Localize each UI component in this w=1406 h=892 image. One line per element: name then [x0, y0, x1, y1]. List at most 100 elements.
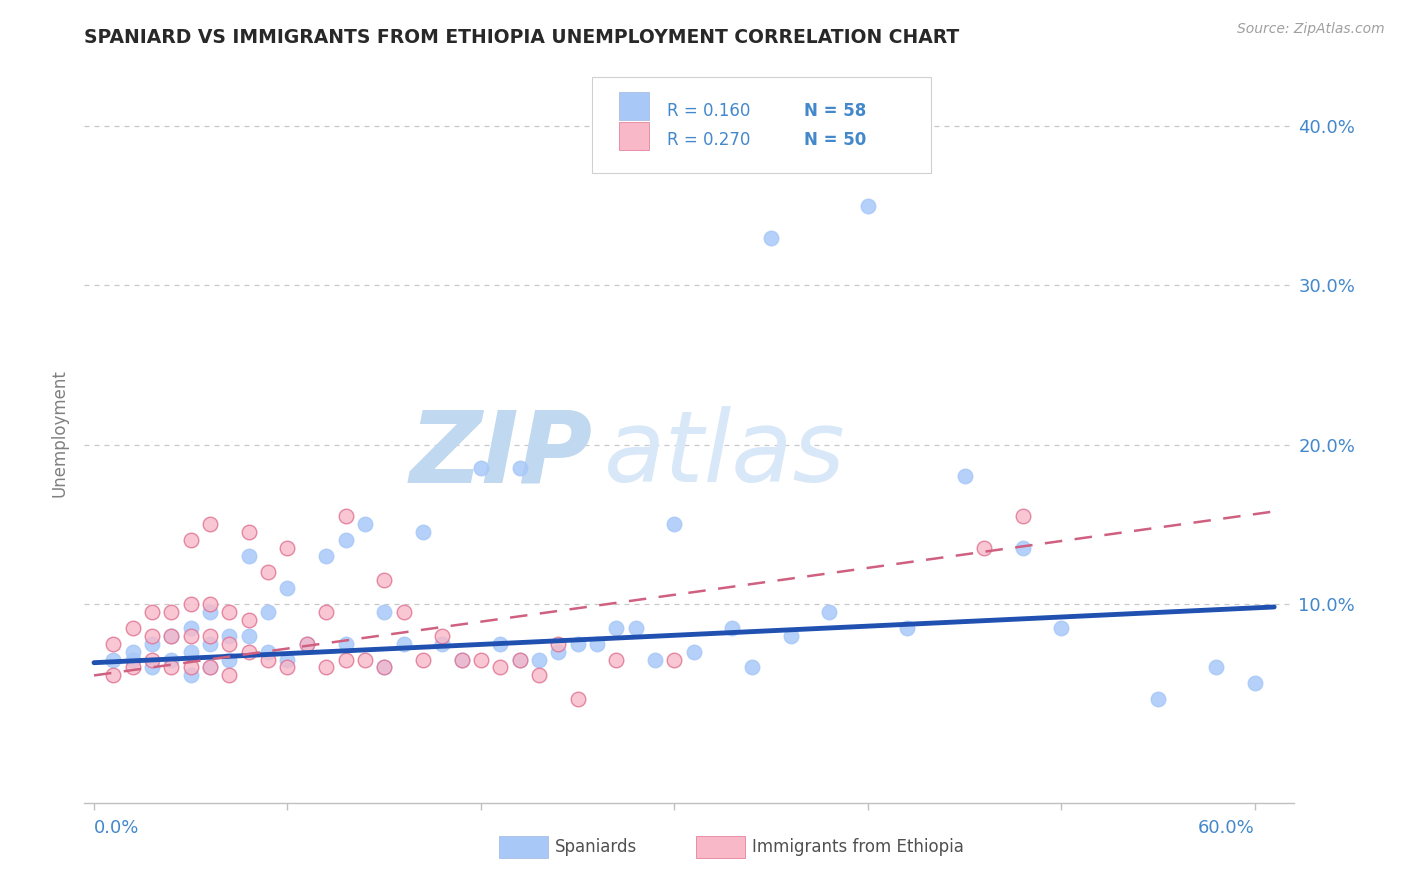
Point: [180, 621, 202, 635]
Point: [218, 652, 240, 666]
Point: [373, 660, 395, 674]
Point: [567, 692, 589, 706]
Text: Immigrants from Ethiopia: Immigrants from Ethiopia: [752, 838, 965, 855]
Point: [198, 629, 221, 643]
Point: [1011, 541, 1033, 555]
Point: [412, 652, 434, 666]
Point: [567, 637, 589, 651]
Point: [450, 652, 472, 666]
Point: [276, 652, 298, 666]
Point: [295, 637, 318, 651]
Point: [547, 637, 569, 651]
Point: [432, 637, 454, 651]
Point: [238, 629, 260, 643]
Point: [354, 517, 377, 532]
Point: [1050, 621, 1073, 635]
Point: [121, 660, 143, 674]
Point: [257, 644, 280, 658]
Point: [664, 652, 686, 666]
Point: [489, 637, 512, 651]
Point: [238, 644, 260, 658]
Point: [160, 629, 183, 643]
Point: [624, 621, 647, 635]
Point: [741, 660, 763, 674]
Point: [335, 652, 357, 666]
Point: [141, 629, 163, 643]
Point: [218, 637, 240, 651]
Point: [198, 605, 221, 619]
Point: [373, 573, 395, 587]
Y-axis label: Unemployment: Unemployment: [51, 368, 69, 497]
Point: [121, 621, 143, 635]
Point: [218, 605, 240, 619]
Point: [335, 533, 357, 547]
Point: [392, 605, 415, 619]
Point: [818, 605, 841, 619]
Point: [896, 621, 918, 635]
Point: [509, 652, 531, 666]
Point: [527, 668, 550, 682]
Point: [198, 660, 221, 674]
Text: 0.0%: 0.0%: [94, 819, 139, 837]
Point: [721, 621, 744, 635]
Point: [470, 652, 492, 666]
Point: [682, 644, 704, 658]
Text: 60.0%: 60.0%: [1198, 819, 1254, 837]
Point: [1243, 676, 1265, 690]
Point: [759, 230, 782, 244]
Point: [509, 652, 531, 666]
Text: Spaniards: Spaniards: [555, 838, 637, 855]
Point: [198, 597, 221, 611]
Point: [257, 652, 280, 666]
Point: [121, 652, 143, 666]
Point: [141, 660, 163, 674]
Point: [509, 461, 531, 475]
Point: [373, 605, 395, 619]
Point: [644, 652, 666, 666]
Point: [141, 605, 163, 619]
Text: R = 0.160: R = 0.160: [668, 102, 751, 120]
Point: [373, 660, 395, 674]
Point: [198, 517, 221, 532]
Point: [218, 629, 240, 643]
Point: [432, 629, 454, 643]
Point: [527, 652, 550, 666]
Point: [315, 605, 337, 619]
Point: [218, 668, 240, 682]
Point: [276, 660, 298, 674]
Point: [392, 637, 415, 651]
Point: [121, 644, 143, 658]
Point: [664, 517, 686, 532]
Point: [315, 660, 337, 674]
Point: [238, 549, 260, 563]
FancyBboxPatch shape: [619, 93, 650, 120]
Point: [1205, 660, 1227, 674]
Point: [198, 637, 221, 651]
Point: [779, 629, 801, 643]
Point: [180, 660, 202, 674]
Point: [180, 533, 202, 547]
Point: [315, 549, 337, 563]
Point: [141, 652, 163, 666]
Point: [257, 565, 280, 579]
Point: [103, 668, 125, 682]
Point: [1147, 692, 1170, 706]
Point: [412, 525, 434, 540]
Point: [276, 541, 298, 555]
Point: [160, 660, 183, 674]
Point: [180, 629, 202, 643]
Point: [180, 597, 202, 611]
Point: [103, 652, 125, 666]
FancyBboxPatch shape: [592, 78, 931, 173]
Point: [295, 637, 318, 651]
Point: [238, 613, 260, 627]
Point: [973, 541, 995, 555]
Point: [141, 637, 163, 651]
Point: [180, 644, 202, 658]
Point: [605, 652, 627, 666]
Text: N = 58: N = 58: [804, 102, 866, 120]
Point: [354, 652, 377, 666]
Point: [1011, 509, 1033, 524]
Point: [198, 660, 221, 674]
Point: [547, 644, 569, 658]
